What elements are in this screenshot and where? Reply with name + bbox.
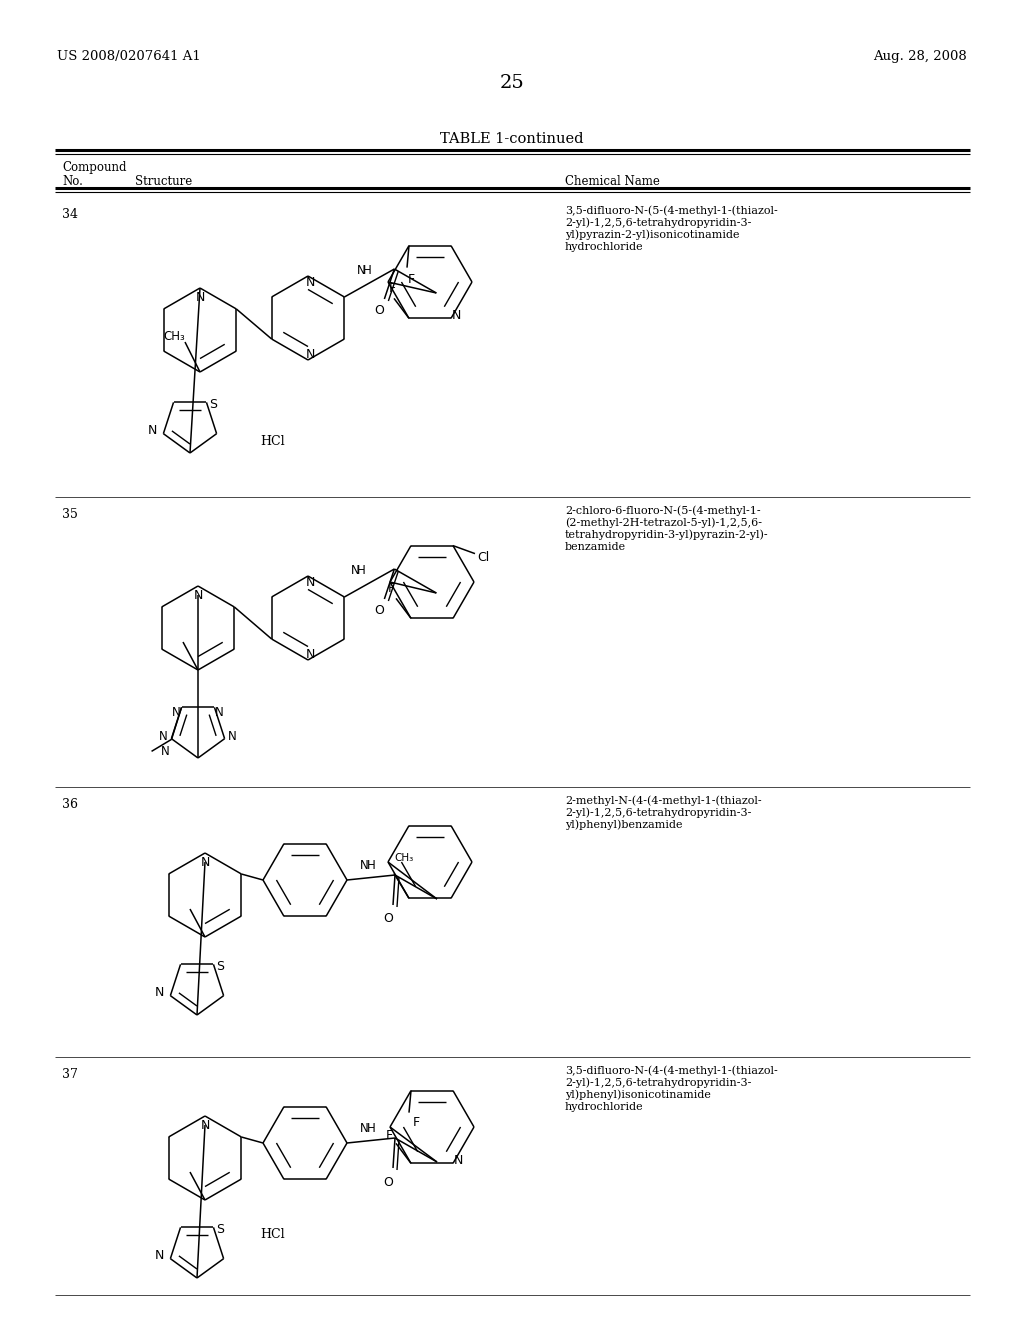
Text: H: H xyxy=(367,1122,376,1135)
Text: N: N xyxy=(359,1122,369,1135)
Text: N: N xyxy=(228,730,237,743)
Text: H: H xyxy=(357,565,366,578)
Text: N: N xyxy=(357,264,366,277)
Text: N: N xyxy=(155,986,165,999)
Text: 3,5-difluoro-N-(4-(4-methyl-1-(thiazol-
2-yl)-1,2,5,6-tetrahydropyridin-3-
yl)ph: 3,5-difluoro-N-(4-(4-methyl-1-(thiazol- … xyxy=(565,1065,778,1111)
Text: Structure: Structure xyxy=(135,176,193,187)
Text: No.: No. xyxy=(62,176,83,187)
Text: N: N xyxy=(201,855,210,869)
Text: F: F xyxy=(385,1129,392,1142)
Text: 3,5-difluoro-N-(5-(4-methyl-1-(thiazol-
2-yl)-1,2,5,6-tetrahydropyridin-3-
yl)py: 3,5-difluoro-N-(5-(4-methyl-1-(thiazol- … xyxy=(565,205,778,252)
Text: N: N xyxy=(161,744,170,758)
Text: N: N xyxy=(305,276,314,289)
Text: N: N xyxy=(359,859,369,873)
Text: CH₃: CH₃ xyxy=(163,330,184,343)
Text: Compound: Compound xyxy=(62,161,127,174)
Text: H: H xyxy=(367,859,376,873)
Text: N: N xyxy=(452,309,461,322)
Text: N: N xyxy=(305,648,314,660)
Text: N: N xyxy=(351,565,359,578)
Text: S: S xyxy=(210,397,217,411)
Text: N: N xyxy=(155,1249,165,1262)
Text: TABLE 1-continued: TABLE 1-continued xyxy=(440,132,584,147)
Text: F: F xyxy=(388,282,395,294)
Text: Chemical Name: Chemical Name xyxy=(565,176,659,187)
Text: 37: 37 xyxy=(62,1068,78,1081)
Text: 2-chloro-6-fluoro-N-(5-(4-methyl-1-
(2-methyl-2H-tetrazol-5-yl)-1,2,5,6-
tetrahy: 2-chloro-6-fluoro-N-(5-(4-methyl-1- (2-m… xyxy=(565,506,769,552)
Text: N: N xyxy=(196,290,205,304)
Text: O: O xyxy=(375,305,384,318)
Text: US 2008/0207641 A1: US 2008/0207641 A1 xyxy=(57,50,201,63)
Text: 36: 36 xyxy=(62,799,78,810)
Text: F: F xyxy=(408,273,415,286)
Text: CH₃: CH₃ xyxy=(394,853,414,863)
Text: S: S xyxy=(216,1222,224,1236)
Text: H: H xyxy=(362,264,372,277)
Text: N: N xyxy=(201,1119,210,1133)
Text: S: S xyxy=(216,960,224,973)
Text: Aug. 28, 2008: Aug. 28, 2008 xyxy=(873,50,967,63)
Text: HCl: HCl xyxy=(260,436,285,447)
Text: Cl: Cl xyxy=(477,552,489,564)
Text: N: N xyxy=(305,576,314,589)
Text: F: F xyxy=(387,582,394,595)
Text: N: N xyxy=(172,706,181,719)
Text: HCl: HCl xyxy=(260,1228,285,1241)
Text: 34: 34 xyxy=(62,209,78,220)
Text: N: N xyxy=(194,589,203,602)
Text: N: N xyxy=(454,1154,463,1167)
Text: O: O xyxy=(383,912,393,925)
Text: N: N xyxy=(305,347,314,360)
Text: 35: 35 xyxy=(62,508,78,521)
Text: 25: 25 xyxy=(500,74,524,92)
Text: 2-methyl-N-(4-(4-methyl-1-(thiazol-
2-yl)-1,2,5,6-tetrahydropyridin-3-
yl)phenyl: 2-methyl-N-(4-(4-methyl-1-(thiazol- 2-yl… xyxy=(565,795,762,830)
Text: N: N xyxy=(215,706,224,719)
Text: N: N xyxy=(148,424,158,437)
Text: O: O xyxy=(383,1176,393,1188)
Text: N: N xyxy=(159,730,168,743)
Text: O: O xyxy=(375,605,384,618)
Text: F: F xyxy=(413,1117,420,1129)
